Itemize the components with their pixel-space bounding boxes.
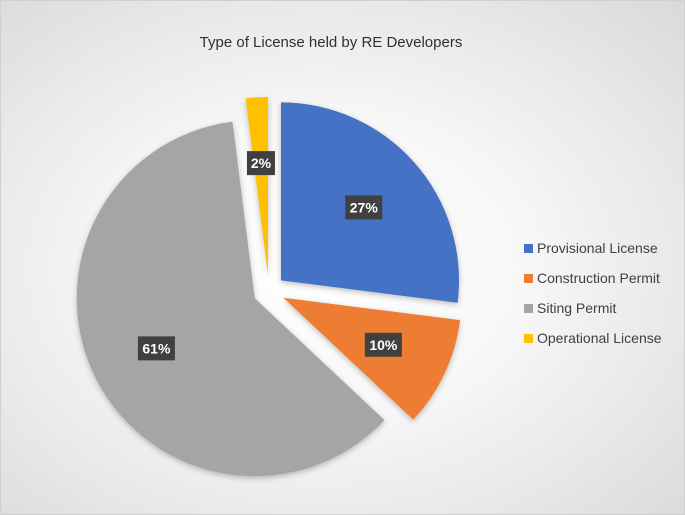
chart-title: Type of License held by RE Developers <box>199 34 463 51</box>
legend-label: Operational License <box>537 330 662 346</box>
data-label-siting-permit: 61% <box>137 336 175 361</box>
legend-item-siting-permit: Siting Permit <box>524 293 662 323</box>
legend-item-operational-license: Operational License <box>524 323 662 353</box>
legend-label: Construction Permit <box>537 270 660 286</box>
svg-text:10%: 10% <box>369 337 398 353</box>
legend-label: Provisional License <box>537 240 658 256</box>
legend-label: Siting Permit <box>537 300 617 316</box>
data-label-operational-license: 2% <box>246 151 275 176</box>
legend-item-provisional-license: Provisional License <box>524 233 662 263</box>
svg-text:2%: 2% <box>251 155 272 171</box>
svg-text:27%: 27% <box>350 199 379 215</box>
svg-text:61%: 61% <box>142 340 171 356</box>
pie-slice-construction-permit <box>283 297 461 420</box>
legend-swatch <box>524 273 533 283</box>
legend-swatch <box>524 333 533 343</box>
chart-legend: Provisional License Construction Permit Si… <box>524 233 662 353</box>
legend-item-construction-permit: Construction Permit <box>524 263 662 293</box>
pie-slice-operational-license <box>245 97 268 276</box>
legend-swatch <box>524 303 533 313</box>
data-label-construction-permit: 10% <box>364 332 402 357</box>
pie-slice-siting-permit <box>76 121 385 477</box>
data-label-provisional-license: 27% <box>345 195 383 220</box>
legend-swatch <box>524 243 533 253</box>
